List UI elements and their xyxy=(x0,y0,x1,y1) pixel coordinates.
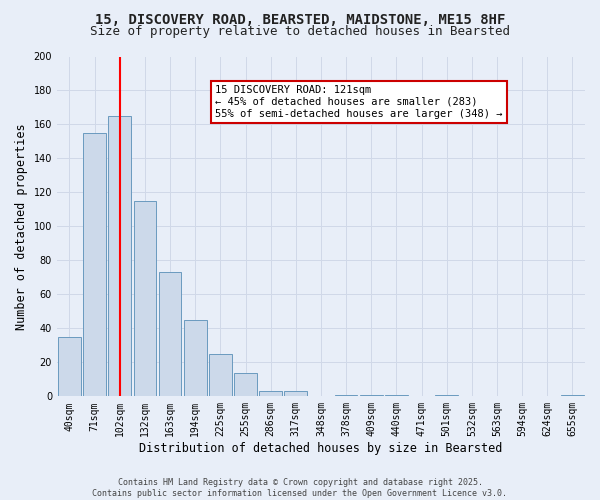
Bar xyxy=(259,391,282,396)
Bar xyxy=(58,337,81,396)
Bar xyxy=(159,272,181,396)
Bar xyxy=(134,201,156,396)
Bar xyxy=(385,394,408,396)
Text: 15, DISCOVERY ROAD, BEARSTED, MAIDSTONE, ME15 8HF: 15, DISCOVERY ROAD, BEARSTED, MAIDSTONE,… xyxy=(95,12,505,26)
Bar xyxy=(83,133,106,396)
Bar xyxy=(561,394,584,396)
Bar xyxy=(234,372,257,396)
Y-axis label: Number of detached properties: Number of detached properties xyxy=(15,123,28,330)
Text: Contains HM Land Registry data © Crown copyright and database right 2025.
Contai: Contains HM Land Registry data © Crown c… xyxy=(92,478,508,498)
Bar xyxy=(360,394,383,396)
X-axis label: Distribution of detached houses by size in Bearsted: Distribution of detached houses by size … xyxy=(139,442,503,455)
Text: 15 DISCOVERY ROAD: 121sqm
← 45% of detached houses are smaller (283)
55% of semi: 15 DISCOVERY ROAD: 121sqm ← 45% of detac… xyxy=(215,86,503,118)
Bar xyxy=(184,320,206,396)
Bar xyxy=(109,116,131,396)
Bar xyxy=(209,354,232,397)
Bar xyxy=(335,394,358,396)
Bar xyxy=(436,394,458,396)
Bar xyxy=(284,391,307,396)
Text: Size of property relative to detached houses in Bearsted: Size of property relative to detached ho… xyxy=(90,25,510,38)
